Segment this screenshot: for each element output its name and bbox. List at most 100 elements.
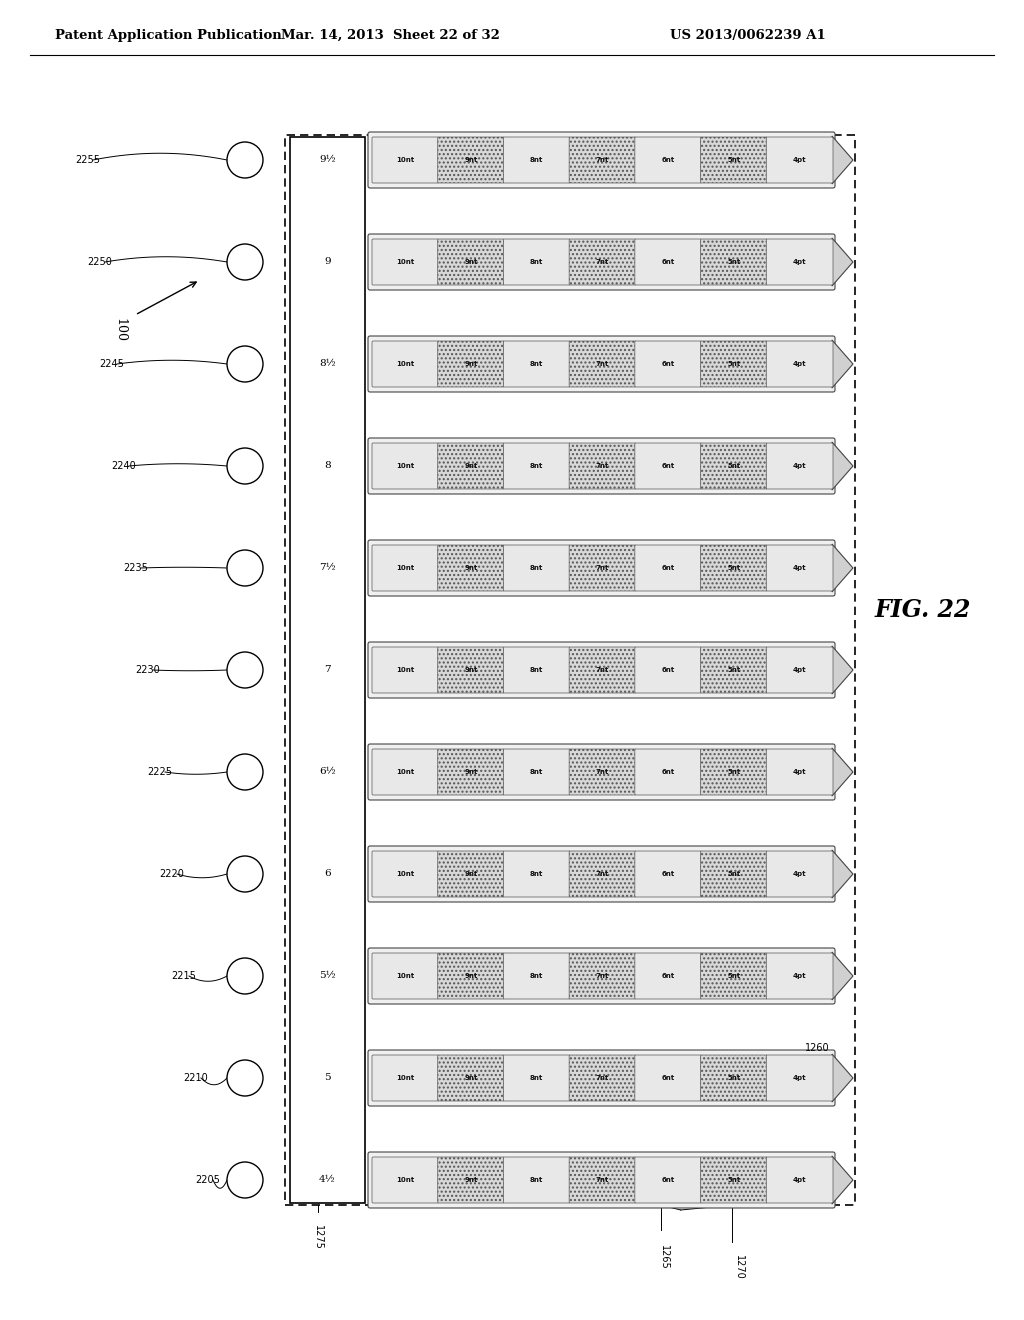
FancyBboxPatch shape	[372, 851, 438, 898]
Text: 10nt: 10nt	[396, 360, 415, 367]
FancyBboxPatch shape	[504, 647, 570, 693]
FancyBboxPatch shape	[368, 948, 835, 1005]
FancyBboxPatch shape	[504, 1055, 570, 1101]
FancyBboxPatch shape	[372, 1055, 438, 1101]
FancyBboxPatch shape	[700, 137, 767, 183]
FancyBboxPatch shape	[368, 846, 835, 902]
FancyBboxPatch shape	[437, 748, 505, 795]
FancyBboxPatch shape	[766, 1158, 833, 1203]
FancyBboxPatch shape	[569, 1055, 636, 1101]
FancyBboxPatch shape	[372, 239, 438, 285]
FancyBboxPatch shape	[569, 341, 636, 387]
FancyBboxPatch shape	[372, 444, 438, 488]
Circle shape	[227, 652, 263, 688]
Text: 6nt: 6nt	[662, 1177, 675, 1183]
Text: 5nt: 5nt	[727, 871, 740, 876]
Text: 10nt: 10nt	[396, 463, 415, 469]
Polygon shape	[831, 952, 853, 1001]
Polygon shape	[831, 442, 853, 490]
Text: 10nt: 10nt	[396, 667, 415, 673]
Text: 5nt: 5nt	[727, 259, 740, 265]
Text: 10nt: 10nt	[396, 157, 415, 162]
FancyBboxPatch shape	[635, 239, 701, 285]
Text: 6nt: 6nt	[662, 565, 675, 572]
Text: 5nt: 5nt	[727, 1074, 740, 1081]
FancyBboxPatch shape	[368, 234, 835, 290]
Text: 9nt: 9nt	[464, 360, 478, 367]
Text: 5nt: 5nt	[727, 770, 740, 775]
Text: 2245: 2245	[99, 359, 124, 370]
Text: 7nt: 7nt	[596, 667, 609, 673]
Text: 7nt: 7nt	[596, 360, 609, 367]
Text: 7nt: 7nt	[596, 770, 609, 775]
Text: 6: 6	[325, 870, 331, 879]
FancyBboxPatch shape	[437, 239, 505, 285]
FancyBboxPatch shape	[437, 341, 505, 387]
FancyBboxPatch shape	[437, 647, 505, 693]
FancyBboxPatch shape	[700, 647, 767, 693]
FancyBboxPatch shape	[437, 444, 505, 488]
Text: 8nt: 8nt	[530, 1074, 544, 1081]
Text: 4pt: 4pt	[793, 157, 807, 162]
Text: Patent Application Publication: Patent Application Publication	[55, 29, 282, 41]
FancyBboxPatch shape	[766, 851, 833, 898]
Text: 8nt: 8nt	[530, 360, 544, 367]
FancyBboxPatch shape	[635, 1158, 701, 1203]
Text: 6nt: 6nt	[662, 463, 675, 469]
Text: 8nt: 8nt	[530, 770, 544, 775]
Text: 8nt: 8nt	[530, 565, 544, 572]
Text: 9nt: 9nt	[464, 1074, 478, 1081]
Text: 8: 8	[325, 462, 331, 470]
FancyBboxPatch shape	[437, 953, 505, 999]
FancyBboxPatch shape	[766, 953, 833, 999]
FancyBboxPatch shape	[700, 851, 767, 898]
FancyBboxPatch shape	[569, 239, 636, 285]
Text: 6nt: 6nt	[662, 871, 675, 876]
Circle shape	[227, 754, 263, 789]
FancyBboxPatch shape	[766, 239, 833, 285]
Circle shape	[227, 244, 263, 280]
FancyBboxPatch shape	[569, 647, 636, 693]
FancyBboxPatch shape	[569, 545, 636, 591]
Text: 10nt: 10nt	[396, 770, 415, 775]
Text: 10nt: 10nt	[396, 1074, 415, 1081]
Circle shape	[227, 143, 263, 178]
Text: 2230: 2230	[135, 665, 160, 675]
FancyBboxPatch shape	[569, 444, 636, 488]
Text: 9nt: 9nt	[464, 1177, 478, 1183]
Text: 8nt: 8nt	[530, 1177, 544, 1183]
Text: 7nt: 7nt	[596, 1177, 609, 1183]
Text: 8nt: 8nt	[530, 871, 544, 876]
FancyBboxPatch shape	[766, 137, 833, 183]
Text: 10nt: 10nt	[396, 871, 415, 876]
Text: 6nt: 6nt	[662, 157, 675, 162]
Bar	[290, 137, 365, 1203]
Text: 9nt: 9nt	[464, 259, 478, 265]
Text: FIG. 22: FIG. 22	[874, 598, 972, 622]
Polygon shape	[831, 645, 853, 694]
FancyBboxPatch shape	[700, 545, 767, 591]
FancyBboxPatch shape	[372, 953, 438, 999]
FancyBboxPatch shape	[368, 642, 835, 698]
Text: 5nt: 5nt	[727, 973, 740, 979]
Text: 5½: 5½	[319, 972, 336, 981]
FancyBboxPatch shape	[372, 341, 438, 387]
Text: 10nt: 10nt	[396, 565, 415, 572]
Text: 2235: 2235	[123, 564, 147, 573]
FancyBboxPatch shape	[766, 647, 833, 693]
Text: 9½: 9½	[319, 156, 336, 165]
FancyBboxPatch shape	[569, 953, 636, 999]
FancyBboxPatch shape	[766, 1055, 833, 1101]
Text: 6nt: 6nt	[662, 360, 675, 367]
FancyBboxPatch shape	[635, 137, 701, 183]
FancyBboxPatch shape	[372, 748, 438, 795]
Text: 9: 9	[325, 257, 331, 267]
Text: 10nt: 10nt	[396, 973, 415, 979]
FancyBboxPatch shape	[700, 341, 767, 387]
FancyBboxPatch shape	[437, 851, 505, 898]
FancyBboxPatch shape	[700, 953, 767, 999]
FancyBboxPatch shape	[368, 132, 835, 187]
FancyBboxPatch shape	[437, 1158, 505, 1203]
Text: 7nt: 7nt	[596, 157, 609, 162]
Polygon shape	[831, 850, 853, 898]
